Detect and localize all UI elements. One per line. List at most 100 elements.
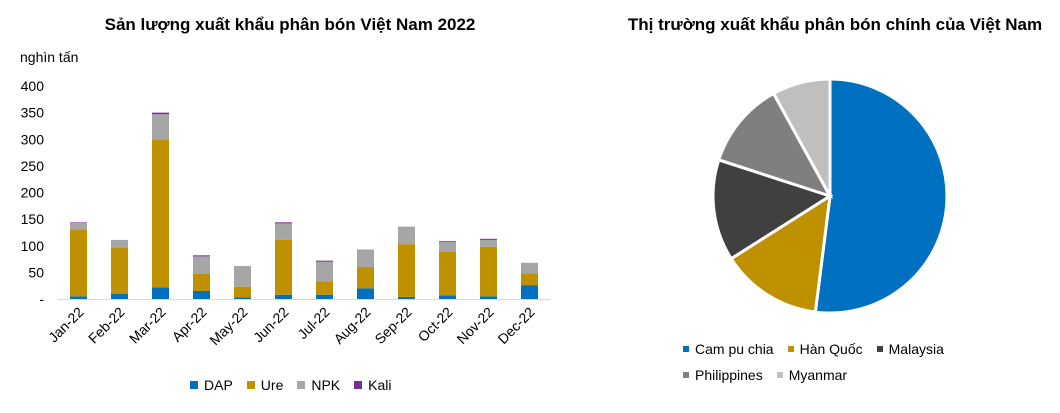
legend-item-myanmar: Myanmar: [776, 367, 848, 383]
legend-swatch: [190, 381, 198, 389]
bar-segment-ure: [152, 139, 169, 288]
legend-item-hàn-quốc: Hàn Quốc: [787, 341, 863, 357]
bar-segment-npk: [193, 256, 210, 274]
bar-segment-kali: [316, 260, 333, 262]
bar-segment-npk: [398, 226, 415, 245]
bar-segment-ure: [70, 229, 87, 297]
legend-label: Ure: [260, 377, 284, 393]
bar-segment-kali: [480, 238, 497, 240]
bar-segment-dap: [480, 296, 497, 299]
bar-segment-npk: [521, 262, 538, 274]
y-tick-label: 300: [21, 131, 45, 147]
legend-item-ure: Ure: [246, 377, 284, 393]
legend-item-cam-pu-chia: Cam pu chia: [683, 341, 774, 357]
legend-item-npk: NPK: [297, 377, 340, 393]
bar-segment-npk: [152, 114, 169, 140]
bar-segment-ure: [521, 273, 538, 286]
legend-item-dap: DAP: [190, 377, 233, 393]
x-tick-label: Oct-22: [415, 304, 456, 345]
x-tick-label: Apr-22: [169, 304, 210, 345]
y-tick-label: 200: [21, 185, 45, 201]
bar-segment-npk: [439, 241, 456, 252]
pie-chart-title: Thị trường xuất khẩu phân bón chính của …: [627, 15, 1043, 34]
pie-slice-philippines: [716, 91, 834, 199]
y-tick-label: 150: [21, 211, 45, 227]
x-tick-label: Dec-22: [494, 304, 537, 347]
legend-swatch: [787, 346, 794, 352]
pie-slice-cam-pu-chia: [813, 77, 949, 315]
bar-chart-title: Sản lượng xuất khẩu phân bón Việt Nam 20…: [104, 15, 476, 34]
bar-segment-npk: [234, 265, 251, 287]
bar-segment-npk: [275, 223, 292, 240]
bar-segment-ure: [193, 273, 210, 292]
pie-slice-myanmar: [771, 77, 832, 197]
legend-item-malaysia: Malaysia: [876, 341, 944, 357]
x-tick-label: Feb-22: [85, 304, 128, 347]
x-tick-label: Jun-22: [250, 304, 292, 346]
bar-segment-ure: [398, 244, 415, 297]
x-tick-label: May-22: [206, 304, 250, 348]
legend-label: DAP: [204, 377, 233, 393]
y-tick-label: 100: [21, 238, 45, 254]
bar-segment-kali: [152, 112, 169, 115]
bar-segment-kali: [275, 222, 292, 224]
legend-swatch: [354, 381, 363, 389]
bar-segment-ure: [439, 251, 456, 296]
bar-segment-npk: [316, 261, 333, 282]
bar-chart: - 50 100 150 200 250 300 350 400 Jan-22Feb-22Mar-…: [21, 78, 550, 348]
x-tick-label: Aug-22: [330, 304, 373, 347]
y-tick-label: -: [39, 291, 44, 307]
bar-segment-dap: [111, 293, 128, 299]
bar-segment-ure: [234, 286, 251, 298]
bar-segment-kali: [439, 240, 456, 242]
y-tick-label: 350: [21, 105, 45, 121]
bar-segment-npk: [480, 239, 497, 247]
bar-segment-dap: [439, 295, 456, 299]
legend-swatch: [246, 381, 255, 389]
bar-segment-dap: [521, 285, 538, 299]
bar-segment-kali: [193, 255, 210, 257]
bar-segment-ure: [480, 246, 497, 297]
bar-chart-legend: DAP Ure NPK Kali: [190, 377, 406, 393]
bar-segment-dap: [316, 294, 333, 299]
legend-swatch: [876, 346, 883, 352]
legend-label: Philippines: [695, 367, 763, 383]
bar-segment-npk: [111, 239, 128, 248]
bar-segment-dap: [398, 296, 415, 299]
bar-segment-ure: [275, 239, 292, 295]
legend-label: NPK: [311, 377, 341, 393]
legend-item-kali: Kali: [354, 377, 392, 393]
legend-swatch: [776, 372, 783, 378]
y-tick-label: 50: [28, 264, 44, 280]
x-tick-label: Jul-22: [294, 304, 332, 342]
x-tick-label: Sep-22: [371, 304, 414, 347]
x-tick-label: Jan-22: [45, 304, 87, 346]
pie-chart: [711, 77, 949, 315]
legend-label: Hàn Quốc: [799, 341, 863, 357]
bar-segment-dap: [70, 296, 87, 299]
bar-segment-dap: [193, 291, 210, 299]
bar-segment-dap: [152, 287, 169, 299]
bar-segment-ure: [111, 247, 128, 294]
legend-label: Myanmar: [788, 367, 848, 383]
bar-segment-kali: [70, 222, 87, 223]
legend-swatch: [683, 372, 689, 378]
legend-label: Kali: [368, 377, 392, 393]
bar-chart-y-unit: nghìn tấn: [20, 49, 79, 65]
bar-segment-dap: [234, 297, 251, 299]
x-tick-label: Nov-22: [453, 304, 496, 347]
y-tick-label: 250: [21, 158, 45, 174]
bar-segment-npk: [70, 222, 87, 230]
bar-segment-dap: [357, 288, 374, 299]
legend-label: Cam pu chia: [695, 341, 774, 357]
pie-slice-malaysia: [711, 157, 834, 261]
legend-swatch: [683, 346, 689, 352]
pie-chart-legend: Cam pu chia Hàn Quốc Malaysia Philippines My…: [683, 341, 1013, 383]
bar-segment-npk: [357, 249, 374, 268]
legend-item-philippines: Philippines: [683, 367, 763, 383]
legend-swatch: [297, 381, 306, 389]
legend-label: Malaysia: [888, 341, 944, 357]
x-tick-label: Mar-22: [126, 304, 169, 347]
bar-segment-ure: [357, 267, 374, 289]
bar-segment-ure: [316, 281, 333, 295]
